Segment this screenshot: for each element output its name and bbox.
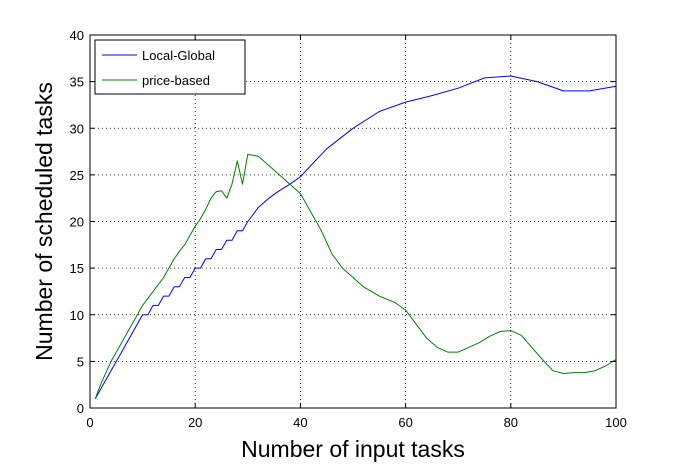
x-tick-label-40: 40: [293, 415, 307, 430]
y-tick-label-0: 0: [77, 401, 84, 416]
x-axis-title: Number of input tasks: [241, 436, 465, 462]
y-tick-label-40: 40: [70, 28, 84, 43]
x-tick-label-20: 20: [188, 415, 202, 430]
series-line-local-global: [94, 75, 617, 399]
x-tick-label-100: 100: [605, 415, 627, 430]
legend-label-local-global: Local-Global: [142, 48, 215, 63]
axis-ticks: 0 20 40 60 80 100 0 5 10 15 20 25 30 35 40: [70, 28, 627, 430]
y-tick-label-15: 15: [70, 261, 84, 276]
series-lines: [94, 75, 617, 399]
series-line-price-based: [94, 153, 617, 399]
y-tick-label-30: 30: [70, 121, 84, 136]
legend-label-price-based: price-based: [142, 73, 210, 88]
y-tick-label-25: 25: [70, 168, 84, 183]
legend-box: [94, 39, 246, 95]
y-tick-label-20: 20: [70, 215, 84, 230]
x-tick-label-80: 80: [504, 415, 518, 430]
x-tick-label-0: 0: [86, 415, 93, 430]
x-tick-label-60: 60: [398, 415, 412, 430]
y-axis-title: Number of scheduled tasks: [31, 82, 57, 361]
y-tick-label-5: 5: [77, 354, 84, 369]
y-tick-label-35: 35: [70, 75, 84, 90]
y-tick-label-10: 10: [70, 308, 84, 323]
legend: Local-Global price-based: [94, 39, 246, 95]
